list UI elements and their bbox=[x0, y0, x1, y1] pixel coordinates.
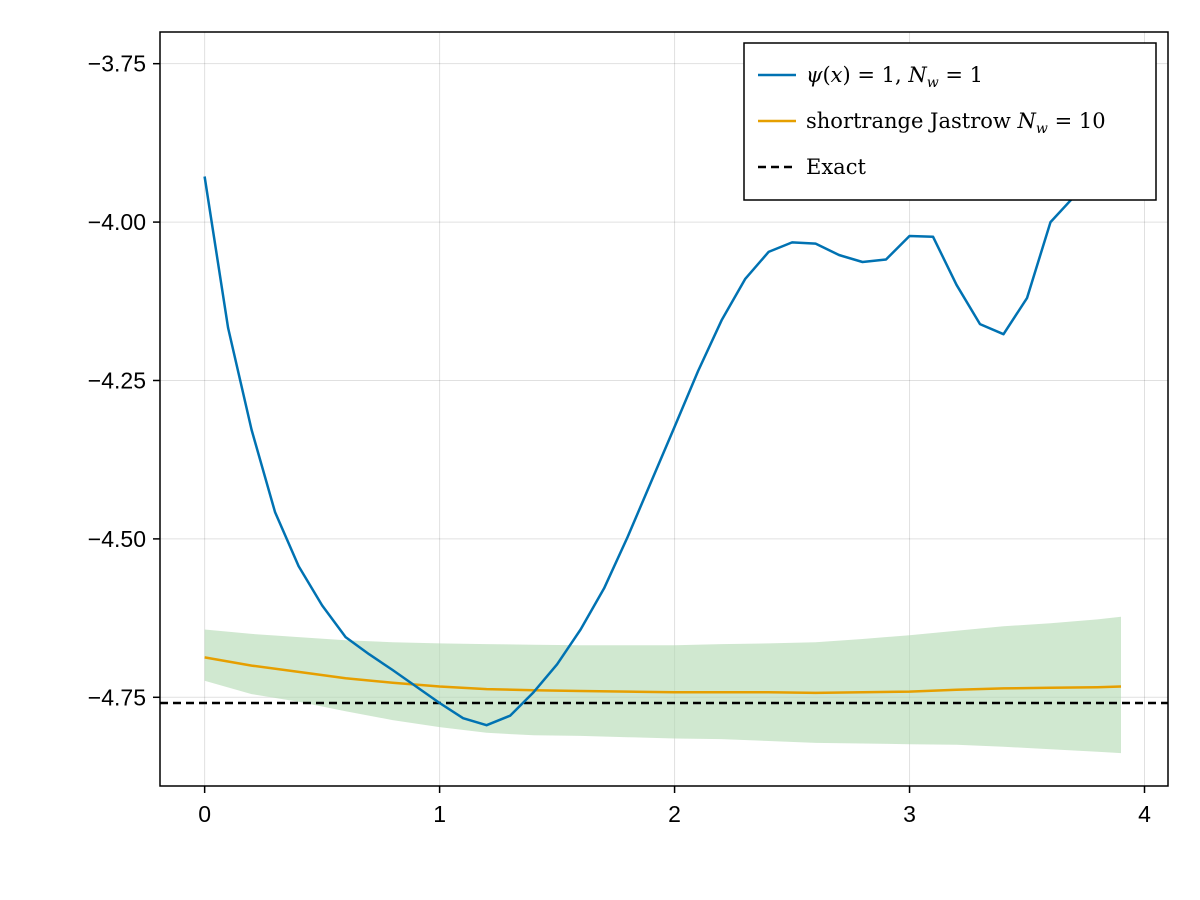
axis-ticks: 0 1 2 3 4 −3.75 −4.00 −4.25 −4.50 −4.75 bbox=[88, 51, 1151, 827]
legend-label-jastrow: shortrange Jastrow Nw = 10 bbox=[806, 109, 1106, 137]
plot-frame bbox=[159, 31, 1169, 787]
x-tick-label: 2 bbox=[668, 801, 681, 827]
y-tick-label: −4.75 bbox=[88, 684, 146, 710]
x-tick-label: 1 bbox=[433, 801, 446, 827]
legend: ψ(x) = 1, Nw = 1 shortrange Jastrow Nw =… bbox=[743, 42, 1157, 201]
y-tick-label: −4.25 bbox=[88, 367, 146, 393]
uncertainty-band bbox=[204, 616, 1122, 754]
series-layer bbox=[160, 176, 1168, 727]
legend-label-exact: Exact bbox=[806, 155, 866, 179]
y-tick-label: −4.00 bbox=[88, 209, 146, 235]
legend-entry-jastrow: shortrange Jastrow Nw = 10 bbox=[758, 109, 1106, 137]
x-tick-label: 0 bbox=[198, 801, 211, 827]
series-line-psi bbox=[203, 176, 1075, 727]
x-tick-label: 3 bbox=[903, 801, 916, 827]
series-line-jastrow bbox=[204, 656, 1122, 695]
x-tick-label: 4 bbox=[1138, 801, 1151, 827]
uncertainty-band-layer bbox=[204, 616, 1122, 754]
legend-label-psi: ψ(x) = 1, Nw = 1 bbox=[806, 63, 983, 91]
legend-entry-exact: Exact bbox=[758, 155, 866, 179]
legend-entry-psi: ψ(x) = 1, Nw = 1 bbox=[758, 63, 983, 91]
y-tick-label: −4.50 bbox=[88, 526, 146, 552]
legend-box bbox=[743, 42, 1157, 201]
y-tick-label: −3.75 bbox=[88, 51, 146, 77]
